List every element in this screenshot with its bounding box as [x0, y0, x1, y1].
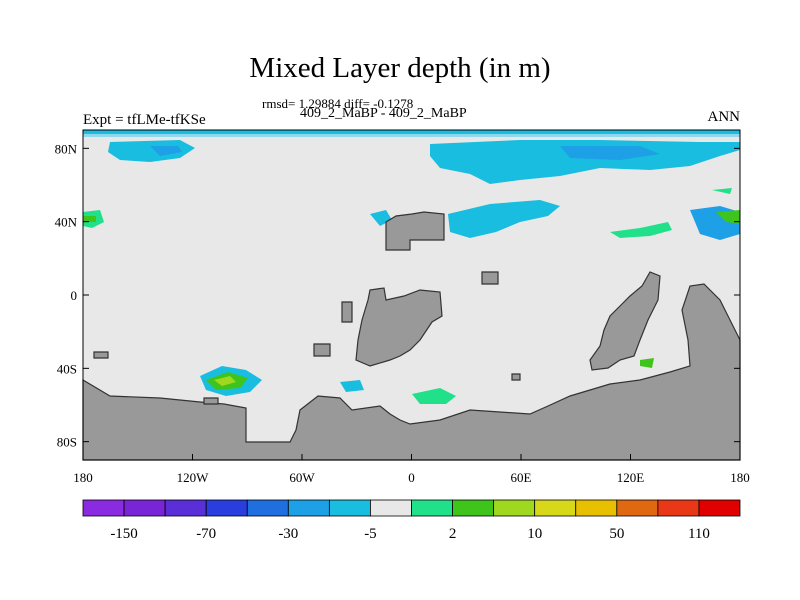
season-label: ANN [707, 109, 741, 125]
anomaly-patch-barents-core [560, 146, 660, 160]
lon-tick-label: 120W [177, 470, 210, 485]
lon-tick-label: 180 [730, 470, 750, 485]
lon-tick-label: 180 [73, 470, 93, 485]
anomaly-patch-north-pacific-core [150, 146, 182, 156]
lon-tick-label: 60E [511, 470, 532, 485]
anomaly-patch-indian-small [640, 358, 654, 368]
lat-tick-label: 80S [57, 435, 77, 450]
colorbar-swatch [411, 499, 453, 517]
latitude-axis: 80N 40N 0 40S 80S [55, 141, 740, 450]
stats-subtitle: rmsd= 1.29884 diff= -0.1278 [262, 96, 414, 111]
anomaly-patch-south-pacific-yellow [214, 376, 236, 386]
lon-tick-label: 120E [617, 470, 645, 485]
land-north-atlantic [385, 211, 445, 251]
lat-tick-label: 40S [57, 361, 77, 376]
map-title: Mixed Layer depth (in m) [249, 52, 551, 84]
colorbar-swatch [534, 499, 577, 517]
colorbar-label: 10 [527, 526, 542, 542]
anomaly-patch-northeast-small [712, 188, 732, 194]
lat-tick-label: 0 [71, 288, 78, 303]
longitude-axis: 180 120W 60W 0 60E 120E 180 [73, 454, 750, 485]
colorbar: -150 -70 -30 -5 2 10 50 110 [82, 499, 741, 542]
anomaly-patch-north-atlantic [448, 200, 560, 238]
colorbar-label: -150 [110, 526, 138, 542]
colorbar-label: 110 [688, 526, 710, 542]
case-subtitle: 409_2_MaBP - 409_2_MaBP [300, 106, 467, 121]
colorbar-swatch [164, 499, 207, 517]
land-small-island [341, 301, 353, 323]
colorbar-swatch [657, 499, 700, 517]
anomaly-patch-east-pacific-green [716, 210, 740, 224]
colorbar-label: -30 [278, 526, 298, 542]
land-small-north-island [481, 271, 499, 285]
colorbar-swatch [698, 499, 741, 517]
land-south-small-1 [93, 351, 109, 359]
land-indian-ocean-sliver [589, 271, 661, 371]
land-central-atlantic [355, 287, 443, 367]
colorbar-swatch [493, 499, 536, 517]
colorbar-swatch [328, 499, 371, 517]
arctic-band-light [83, 134, 740, 137]
colorbar-swatch [205, 499, 248, 517]
colorbar-label: 2 [449, 526, 457, 542]
colorbar-label: 50 [609, 526, 624, 542]
colorbar-swatch [123, 499, 166, 517]
colorbar-swatch [287, 499, 330, 517]
anomaly-patch-green-west-core [83, 216, 96, 222]
colorbar-label: -70 [196, 526, 216, 542]
arctic-band-cyan [83, 130, 740, 134]
colorbar-swatch [82, 499, 125, 517]
land-small-west-island [313, 343, 331, 357]
anomaly-patch-south-atlantic-blue [340, 380, 364, 392]
anomaly-patch-barents [430, 140, 740, 184]
land-south-small-2 [511, 373, 521, 381]
colorbar-label: -5 [364, 526, 377, 542]
lon-tick-label: 0 [408, 470, 415, 485]
land-south-small-3 [203, 397, 219, 405]
lon-tick-label: 60W [289, 470, 315, 485]
colorbar-swatch [575, 499, 618, 517]
colorbar-swatch [452, 499, 495, 517]
anomaly-patch-north-pacific [108, 140, 195, 162]
anomaly-patch-pacific-green [610, 222, 672, 238]
lat-tick-label: 40N [55, 215, 78, 230]
anomaly-patch-south-atlantic [412, 388, 456, 404]
colorbar-swatch [616, 499, 659, 517]
colorbar-swatch [246, 499, 289, 517]
colorbar-swatch [370, 499, 412, 517]
lat-tick-label: 80N [55, 141, 78, 156]
experiment-label: Expt = tfLMe-tfKSe [83, 112, 206, 128]
land-southern-antarctic [82, 283, 741, 461]
